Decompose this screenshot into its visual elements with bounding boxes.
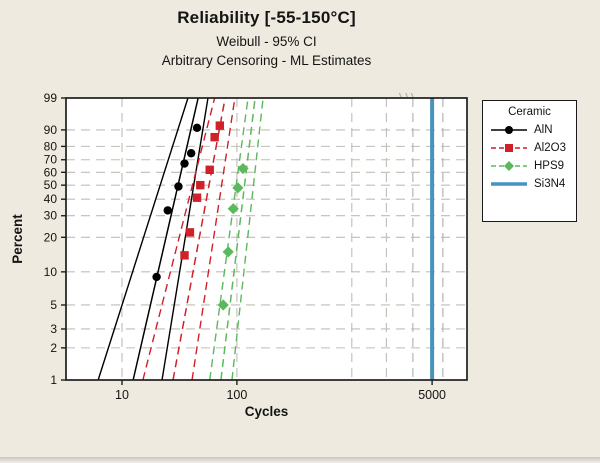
chart-title: Reliability [-55-150°C] — [177, 8, 356, 27]
x-tick-label: 100 — [226, 388, 247, 402]
aln-ci-line — [97, 97, 189, 381]
y-tick-label: 2 — [50, 341, 57, 355]
al2o3-ci-line — [191, 97, 236, 381]
legend-item-si3n4: Si3N4 — [483, 175, 576, 193]
plot-frame — [65, 97, 468, 381]
aln-legend-marker-icon — [505, 126, 513, 134]
hps9-legend-sample — [491, 161, 527, 171]
y-tick-label: 1 — [50, 373, 57, 387]
legend-label-hps9: HPS9 — [534, 160, 565, 172]
al2o3-data-point — [205, 165, 214, 175]
legend-item-aln: AlN — [483, 121, 576, 139]
x-tick-label: 5000 — [418, 388, 446, 402]
hps9-data-point — [227, 203, 239, 215]
top-edge-mark — [398, 92, 402, 98]
chart-subtitle: Weibull - 95% CI — [216, 34, 317, 49]
al2o3-fit-line — [172, 97, 226, 381]
hps9-legend-marker-icon — [504, 161, 514, 171]
aln-fit-line — [132, 97, 199, 381]
y-tick-label: 80 — [44, 139, 58, 153]
aln-data-point — [192, 123, 202, 133]
aln-ci-line — [161, 97, 209, 381]
hps9-ci-line — [231, 97, 264, 381]
y-tick-label: 50 — [44, 178, 58, 192]
aln-data-point — [152, 272, 161, 282]
legend-item-al2o3: Al2O3 — [483, 139, 576, 157]
title-block: Reliability [-55-150°C] Weibull - 95% CI… — [0, 8, 533, 68]
al2o3-data-point — [210, 132, 219, 142]
hps9-ci-line — [209, 97, 249, 381]
legend-label-al2o3: Al2O3 — [534, 142, 566, 154]
x-tick-label: 10 — [115, 388, 129, 402]
si3n4-legend-sample — [491, 182, 527, 186]
chart-subtitle-2: Arbitrary Censoring - ML Estimates — [161, 53, 372, 68]
al2o3-legend-marker-icon — [505, 144, 513, 152]
y-tick-label: 5 — [50, 298, 57, 312]
al2o3-data-point — [196, 180, 205, 190]
y-tick-label: 40 — [44, 192, 58, 206]
y-tick-label: 70 — [44, 153, 58, 167]
legend-label-si3n4: Si3N4 — [534, 178, 566, 190]
aln-data-point — [180, 159, 189, 168]
al2o3-data-point — [185, 228, 195, 237]
x-axis-title: Cycles — [244, 404, 289, 419]
hps9-data-point — [222, 246, 234, 258]
al2o3-legend-sample — [491, 144, 527, 152]
legend: Ceramic AlN Al2O3 HPS9 Si3N4 — [482, 100, 577, 222]
hps9-data-point — [237, 162, 249, 175]
aln-data-point — [163, 206, 172, 215]
window-bottom-edge — [0, 457, 600, 463]
al2o3-data-point — [215, 121, 225, 130]
aln-legend-sample — [491, 126, 527, 134]
aln-data-point — [174, 182, 183, 191]
y-tick-label: 20 — [44, 230, 58, 244]
aln-data-point — [186, 149, 196, 158]
plot-area — [66, 98, 467, 380]
hps9-fit-line — [220, 97, 256, 381]
y-tick-label: 3 — [50, 322, 57, 336]
legend-item-hps9: HPS9 — [483, 157, 576, 175]
y-tick-label: 60 — [44, 165, 58, 179]
y-tick-label: 10 — [44, 265, 58, 279]
al2o3-data-point — [180, 251, 189, 260]
legend-title: Ceramic — [508, 106, 551, 118]
legend-rows: AlN Al2O3 HPS9 Si3N4 — [483, 121, 576, 193]
hps9-data-point — [232, 182, 244, 194]
top-edge-mark — [410, 92, 414, 98]
al2o3-data-point — [192, 193, 202, 202]
y-tick-label: 30 — [44, 209, 58, 223]
legend-label-aln: AlN — [534, 124, 553, 136]
al2o3-ci-line — [142, 97, 216, 381]
hps9-data-point — [217, 299, 229, 311]
y-tick-label: 99 — [44, 91, 58, 105]
y-tick-label: 90 — [44, 123, 58, 137]
top-edge-mark — [405, 92, 408, 98]
